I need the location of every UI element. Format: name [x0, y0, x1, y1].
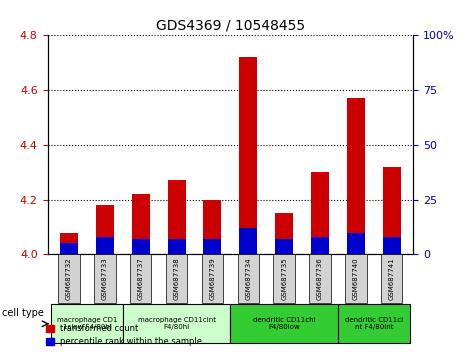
FancyBboxPatch shape [130, 255, 152, 303]
Text: dendritic CD11chi
F4/80low: dendritic CD11chi F4/80low [253, 317, 315, 330]
Text: macrophage CD11cint
F4/80hi: macrophage CD11cint F4/80hi [138, 317, 216, 330]
Bar [60, 244, 78, 255]
Bar [168, 239, 186, 255]
FancyBboxPatch shape [202, 255, 223, 303]
Bar [311, 237, 329, 255]
FancyBboxPatch shape [123, 304, 230, 343]
Bar [132, 239, 150, 255]
Text: GSM687734: GSM687734 [245, 258, 251, 300]
FancyBboxPatch shape [274, 255, 295, 303]
Bar [311, 172, 329, 255]
Bar [168, 181, 186, 255]
Bar [275, 213, 293, 255]
Legend: transformed count, percentile rank within the sample: transformed count, percentile rank withi… [42, 321, 206, 350]
Bar [383, 237, 401, 255]
Text: macrophage CD1
1clow F4/80hi: macrophage CD1 1clow F4/80hi [57, 317, 117, 330]
FancyBboxPatch shape [238, 255, 259, 303]
Text: GSM687738: GSM687738 [173, 257, 180, 300]
Text: GSM687737: GSM687737 [138, 257, 144, 300]
Bar [203, 200, 221, 255]
Text: GSM687735: GSM687735 [281, 258, 287, 300]
FancyBboxPatch shape [309, 255, 331, 303]
Text: cell type: cell type [2, 308, 44, 318]
Bar [239, 228, 257, 255]
FancyBboxPatch shape [338, 304, 409, 343]
Bar [96, 205, 114, 255]
Text: dendritic CD11ci
nt F4/80int: dendritic CD11ci nt F4/80int [345, 317, 403, 330]
Bar [275, 239, 293, 255]
Bar [347, 233, 365, 255]
Text: GSM687736: GSM687736 [317, 257, 323, 300]
FancyBboxPatch shape [166, 255, 187, 303]
FancyBboxPatch shape [58, 255, 80, 303]
Title: GDS4369 / 10548455: GDS4369 / 10548455 [156, 19, 305, 33]
Bar [96, 237, 114, 255]
Text: GSM687741: GSM687741 [389, 258, 395, 300]
FancyBboxPatch shape [94, 255, 115, 303]
FancyBboxPatch shape [345, 255, 367, 303]
FancyBboxPatch shape [51, 304, 123, 343]
FancyBboxPatch shape [381, 255, 402, 303]
Bar [132, 194, 150, 255]
Bar [347, 98, 365, 255]
Text: GSM687740: GSM687740 [353, 258, 359, 300]
Text: GSM687739: GSM687739 [209, 257, 216, 300]
Bar [60, 233, 78, 255]
Text: GSM687733: GSM687733 [102, 257, 108, 300]
Text: GSM687732: GSM687732 [66, 258, 72, 300]
Bar [203, 239, 221, 255]
FancyBboxPatch shape [230, 304, 338, 343]
Bar [383, 167, 401, 255]
Bar [239, 57, 257, 255]
